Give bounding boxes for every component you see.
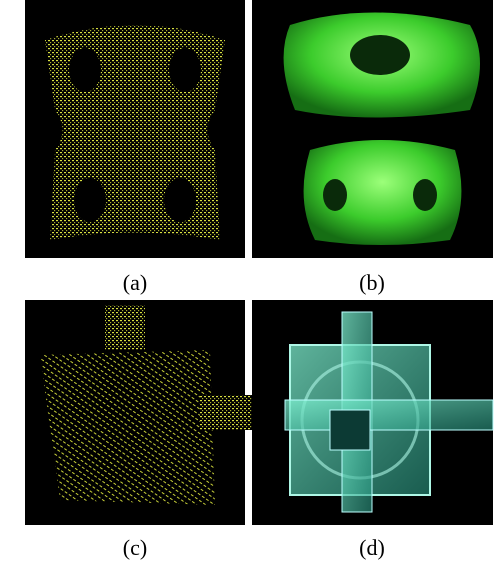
panel-b-image — [252, 0, 493, 258]
caption: (c) — [122, 535, 148, 560]
caption: (a) — [122, 270, 148, 295]
panel-c-image — [25, 300, 255, 525]
panel-d-image — [252, 300, 494, 525]
caption: (b) — [359, 270, 385, 295]
caption: (d) — [359, 535, 385, 560]
panel-a-image — [25, 0, 245, 258]
